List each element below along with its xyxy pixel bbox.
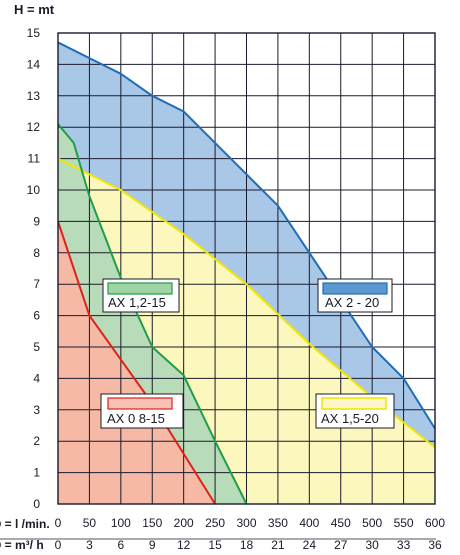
series-line-3 (57, 221, 216, 505)
legend-swatch-ax-2-20 (322, 282, 388, 295)
y-axis-label: H = mt (14, 2, 55, 17)
x-tick-label: 0 (55, 516, 62, 530)
x-tick-label: 500 (362, 516, 382, 530)
x-tick-label: 600 (425, 516, 445, 530)
x-tick-label: 350 (268, 516, 288, 530)
x-tick-label: 200 (174, 516, 194, 530)
legend-ax-2-20: AX 2 - 20 (317, 278, 393, 313)
y-tick-label: 6 (33, 309, 40, 323)
legend-swatch-ax-1-2-15 (107, 282, 173, 295)
y-tick-label: 11 (28, 152, 41, 166)
legend-ax-1-5-20: AX 1,5-20 (315, 393, 395, 429)
x-tick-labels-m3h: 0 3 6 9 12 15 18 21 24 27 30 33 36 (55, 538, 442, 552)
x-tick-label: 300 (236, 516, 256, 530)
x2-tick-label: 36 (428, 538, 442, 552)
y-tick-label: 15 (27, 26, 41, 40)
x-tick-label: 100 (111, 516, 131, 530)
y-tick-label: 4 (33, 371, 40, 385)
series-line-0 (57, 41, 436, 430)
legend-ax-0-8-15: AX 0 8-15 (100, 393, 184, 429)
y-tick-label: 2 (33, 434, 40, 448)
plot-frame (57, 32, 436, 505)
legend-ax-1-2-15: AX 1,2-15 (102, 278, 180, 313)
x2-tick-label: 15 (208, 538, 222, 552)
y-tick-label: 0 (33, 497, 40, 511)
legend-label-ax-1-2-15: AX 1,2-15 (108, 295, 166, 310)
x2-tick-label: 0 (55, 538, 62, 552)
x2-tick-label: 3 (86, 538, 93, 552)
x-tick-label: 50 (83, 516, 97, 530)
x-tick-label: 550 (394, 516, 414, 530)
x-tick-label: 400 (299, 516, 319, 530)
x-tick-labels-lmin: 0 50 100 150 200 250 300 350 400 450 500 550 600 (55, 516, 446, 530)
x2-tick-label: 21 (271, 538, 285, 552)
y-tick-label: 5 (33, 340, 40, 354)
x2-tick-label: 12 (177, 538, 191, 552)
x2-tick-label: 33 (397, 538, 411, 552)
y-tick-label: 7 (33, 277, 40, 291)
x2-tick-label: 27 (334, 538, 348, 552)
legend-label-ax-1-5-20: AX 1,5-20 (321, 411, 379, 426)
x2-tick-label: 24 (303, 538, 317, 552)
x-axis-label-lmin: Q = l /min. (0, 517, 50, 531)
y-tick-label: 10 (27, 183, 41, 197)
x2-tick-label: 9 (149, 538, 156, 552)
x-tick-label: 450 (331, 516, 351, 530)
y-tick-label: 1 (33, 466, 40, 480)
x-tick-label: 150 (142, 516, 162, 530)
legend-label-ax-0-8-15: AX 0 8-15 (107, 411, 165, 426)
series-area-3 (58, 221, 216, 504)
y-tick-label: 13 (27, 89, 41, 103)
legend-label-ax-2-20: AX 2 - 20 (325, 295, 379, 310)
x-axis-label-m3h: Q = m³/ h (0, 538, 44, 552)
y-tick-label: 12 (27, 120, 41, 134)
x-tick-label: 250 (205, 516, 225, 530)
y-tick-label: 3 (33, 403, 40, 417)
x2-tick-label: 30 (365, 538, 379, 552)
x2-tick-label: 6 (117, 538, 124, 552)
x2-tick-label: 18 (240, 538, 254, 552)
y-tick-label: 9 (33, 214, 40, 228)
y-tick-label: 14 (27, 57, 41, 71)
legend-swatch-ax-0-8-15 (107, 397, 173, 410)
legend-swatch-ax-1-5-20 (321, 397, 387, 410)
y-tick-label: 8 (33, 246, 40, 260)
